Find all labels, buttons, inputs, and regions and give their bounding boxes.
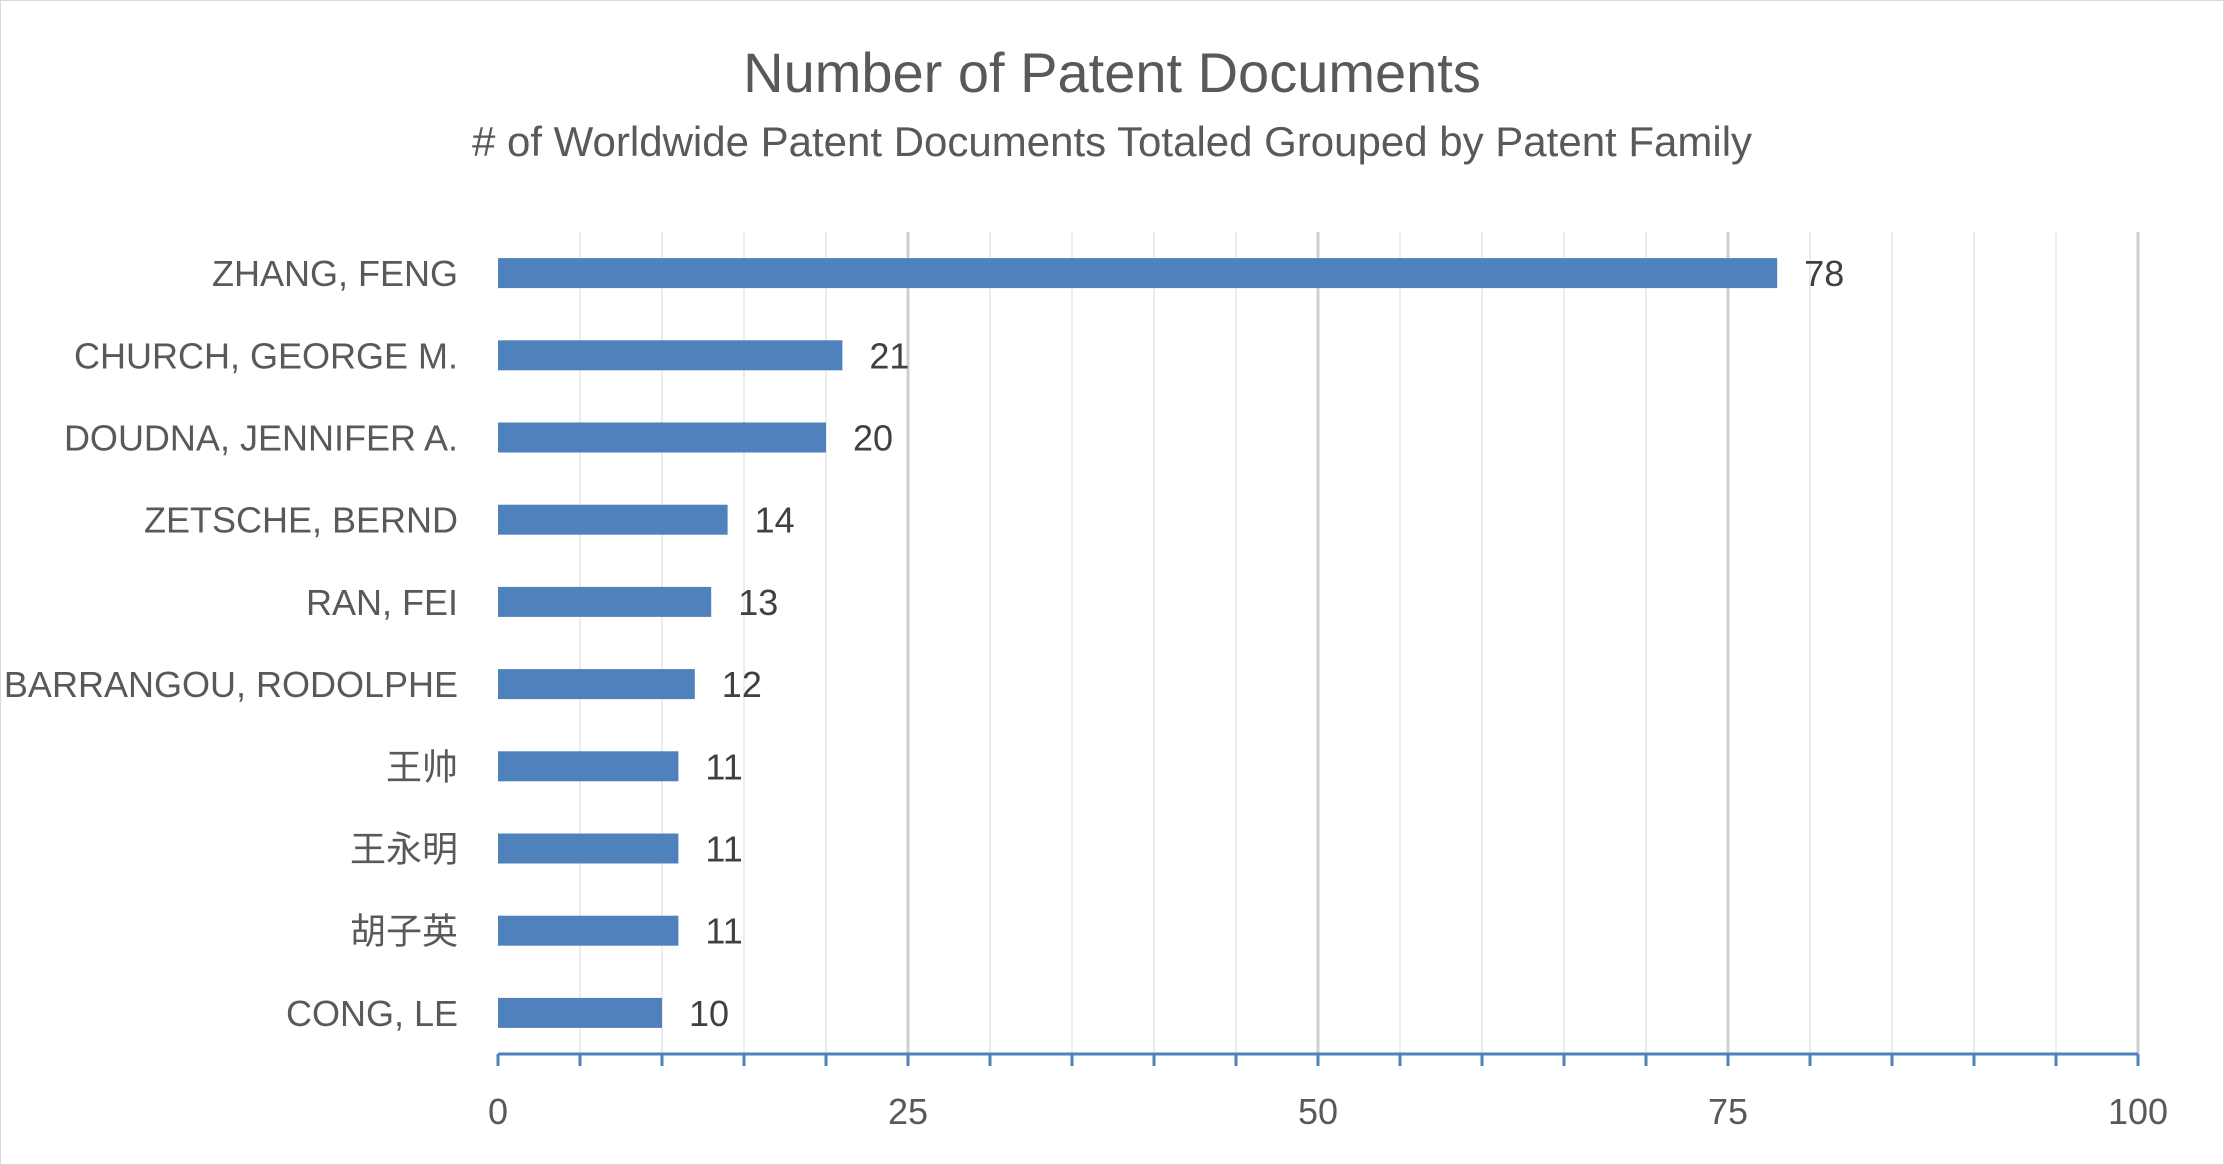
category-label: DOUDNA, JENNIFER A. xyxy=(64,418,458,459)
bar xyxy=(498,915,679,946)
bar xyxy=(498,340,843,371)
bar xyxy=(498,586,712,617)
data-label: 11 xyxy=(705,911,742,952)
bar xyxy=(498,751,679,782)
x-tick-label: 50 xyxy=(1298,1091,1338,1132)
data-label: 13 xyxy=(738,582,778,623)
data-label: 14 xyxy=(755,500,795,541)
data-label: 20 xyxy=(853,418,893,459)
category-label: CHURCH, GEORGE M. xyxy=(74,335,458,376)
category-label: CONG, LE xyxy=(286,993,458,1034)
x-tick-label: 100 xyxy=(2108,1091,2168,1132)
category-label: 王永明 xyxy=(350,829,458,870)
category-label: 胡子英 xyxy=(350,911,458,952)
category-label: ZETSCHE, BERND xyxy=(144,500,458,541)
data-label: 11 xyxy=(705,746,742,787)
category-label: 王帅 xyxy=(386,746,458,787)
category-label: ZHANG, FENG xyxy=(212,253,458,294)
data-label: 21 xyxy=(869,335,909,376)
x-axis: 0 25 50 75 100 xyxy=(488,1052,2168,1132)
x-tick-label: 25 xyxy=(888,1091,928,1132)
category-label: BARRANGOU, RODOLPHE xyxy=(4,664,458,705)
bars xyxy=(498,258,1778,1028)
bar xyxy=(498,997,662,1028)
bar xyxy=(498,669,695,700)
data-label: 10 xyxy=(689,993,729,1034)
chart-subtitle: # of Worldwide Patent Documents Totaled … xyxy=(471,118,1753,165)
bar xyxy=(498,258,1778,289)
labels: ZHANG, FENG 78 CHURCH, GEORGE M. 21 DOUDNA, … xyxy=(4,253,1844,1034)
data-label: 11 xyxy=(705,829,742,870)
data-label: 12 xyxy=(722,664,762,705)
x-tick-label: 0 xyxy=(488,1091,508,1132)
category-label: RAN, FEI xyxy=(306,582,458,623)
chart-title: Number of Patent Documents xyxy=(743,41,1481,104)
data-label: 78 xyxy=(1804,253,1844,294)
bar xyxy=(498,833,679,864)
bar xyxy=(498,422,826,453)
x-tick-label: 75 xyxy=(1708,1091,1748,1132)
bar xyxy=(498,504,728,535)
